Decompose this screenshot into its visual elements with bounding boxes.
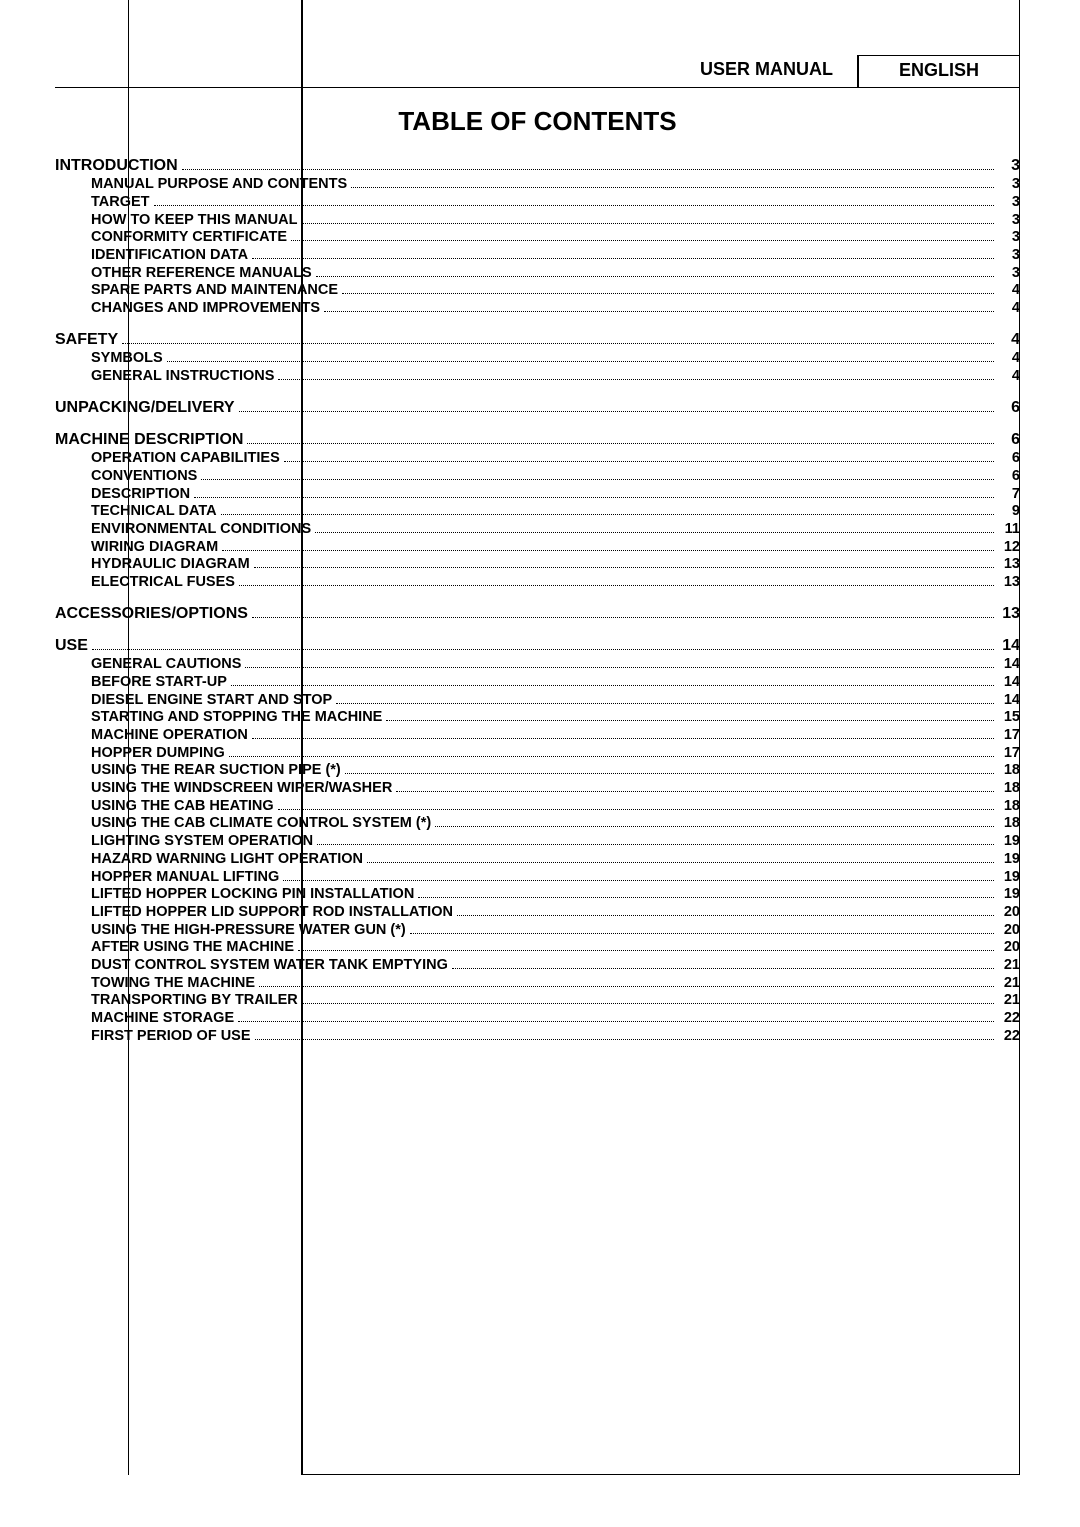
footer: RS 501 33015501(3)2008-02 A 1 <box>55 0 1020 1475</box>
footer-model: RS 501 <box>55 0 129 1475</box>
footer-code: 33015501(3)2008-02 A <box>129 0 302 1475</box>
page: USER MANUAL ENGLISH TABLE OF CONTENTS IN… <box>0 0 1080 1527</box>
footer-page-number: 1 <box>302 0 1020 1475</box>
footer-row: RS 501 33015501(3)2008-02 A 1 <box>55 0 1020 1475</box>
